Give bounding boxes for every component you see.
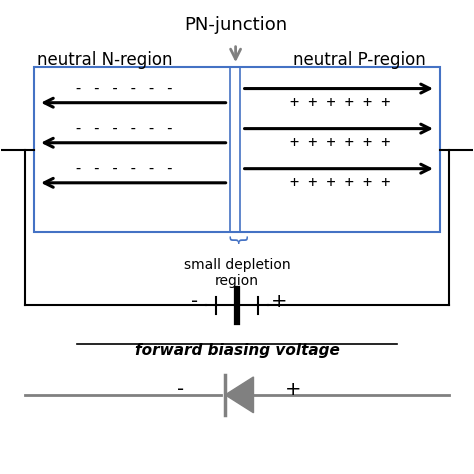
- Text: neutral P-region: neutral P-region: [293, 51, 426, 69]
- Text: -: -: [177, 380, 184, 399]
- Text: }: }: [226, 235, 245, 247]
- Text: PN-junction: PN-junction: [184, 16, 287, 34]
- Text: neutral N-region: neutral N-region: [37, 51, 173, 69]
- Text: - - - - - -: - - - - - -: [74, 161, 174, 176]
- Text: +: +: [271, 292, 288, 311]
- Text: +: +: [285, 380, 302, 399]
- Text: forward biasing voltage: forward biasing voltage: [135, 343, 339, 358]
- Text: -: -: [191, 292, 198, 311]
- Text: small depletion
region: small depletion region: [184, 258, 290, 288]
- Text: + + + + + +: + + + + + +: [291, 95, 391, 110]
- Text: + + + + + +: + + + + + +: [291, 175, 391, 190]
- Text: - - - - - -: - - - - - -: [74, 121, 174, 136]
- Polygon shape: [225, 377, 254, 413]
- Text: + + + + + +: + + + + + +: [291, 135, 391, 150]
- Text: - - - - - -: - - - - - -: [74, 81, 174, 96]
- Bar: [35, 67, 439, 232]
